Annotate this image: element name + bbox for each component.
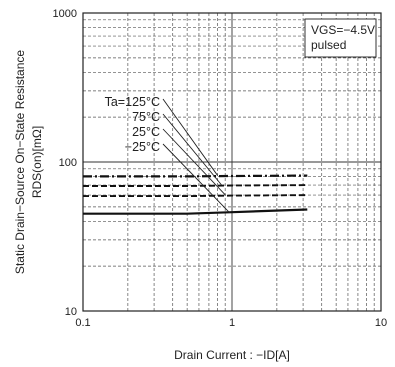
x-tick-label: 0.1 bbox=[75, 317, 90, 329]
y-axis-label-line1: Static Drain−Source On−State Resistance bbox=[13, 50, 27, 274]
series-line bbox=[83, 184, 308, 187]
x-tick-label: 10 bbox=[375, 317, 387, 329]
series-line bbox=[83, 194, 308, 198]
leader-line bbox=[162, 113, 222, 186]
x-axis-label: Drain Current : −ID[A] bbox=[174, 348, 290, 362]
y-tick-label: 100 bbox=[59, 157, 77, 169]
series-label: 75°C bbox=[132, 110, 160, 124]
axis-ticks: 0.1 1 10 10 100 1000 bbox=[53, 8, 388, 329]
leader-line bbox=[162, 143, 230, 213]
y-tick-label: 10 bbox=[65, 306, 77, 318]
leader-line bbox=[162, 98, 218, 176]
series-label: −25°C bbox=[125, 140, 160, 154]
y-tick-label: 1000 bbox=[53, 8, 77, 20]
condition-vgs: VGS=−4.5V bbox=[311, 23, 375, 37]
series-line bbox=[83, 208, 308, 215]
x-tick-label: 1 bbox=[229, 317, 235, 329]
plot-frame bbox=[82, 12, 382, 312]
series-lines bbox=[83, 174, 308, 215]
grid bbox=[82, 12, 382, 312]
series-label: 25°C bbox=[132, 125, 160, 139]
condition-pulsed: pulsed bbox=[311, 38, 346, 52]
series-line bbox=[83, 174, 308, 178]
leader-line bbox=[162, 128, 226, 196]
label-leader-lines: Ta=125°C75°C25°C−25°C bbox=[105, 95, 230, 213]
series-label: Ta=125°C bbox=[105, 95, 160, 109]
conditions-box: VGS=−4.5V pulsed bbox=[304, 18, 377, 58]
y-axis-label-line2: RDS(on)[mΩ] bbox=[30, 126, 44, 198]
